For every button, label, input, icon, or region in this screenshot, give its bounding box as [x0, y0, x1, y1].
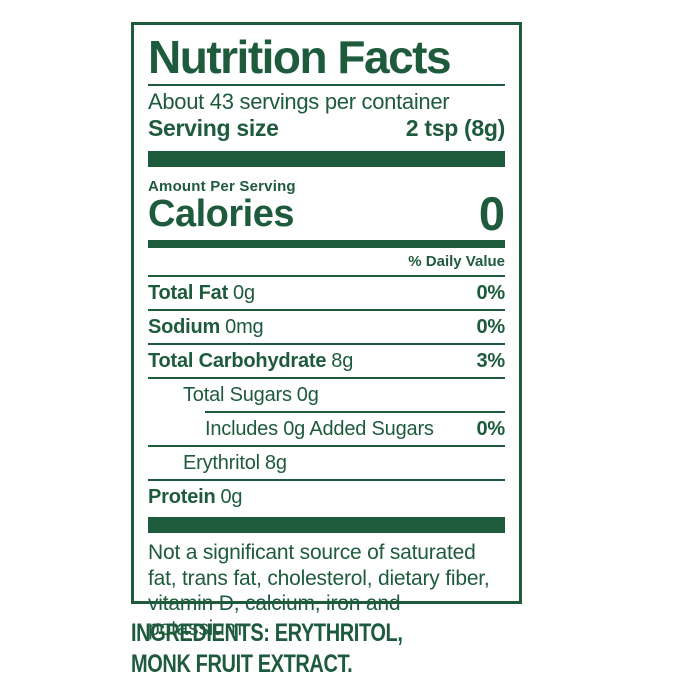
- nutrient-amount: 0g: [296, 384, 319, 407]
- nutrient-name: Total Fat: [148, 282, 229, 305]
- ingredients-statement: INGREDIENTS: ERYTHRITOL, MONK FRUIT EXTR…: [131, 618, 444, 679]
- calories-value: 0: [478, 186, 505, 240]
- nutrient-row-total-fat: Total Fat 0g 0%: [148, 275, 505, 309]
- nutrient-dv: 0%: [476, 316, 505, 339]
- nutrient-amount: 8g: [331, 350, 354, 373]
- serving-size-row: Serving size 2 tsp (8g): [148, 115, 505, 141]
- calories-row: Calories 0: [148, 186, 505, 240]
- section-bar-calories: [148, 240, 505, 249]
- nutrition-facts-title: Nutrition Facts: [148, 31, 452, 83]
- nutrition-label: Nutrition Facts About 43 servings per co…: [131, 22, 522, 679]
- nutrient-name: Total Sugars: [183, 384, 292, 407]
- nutrient-row-added-sugars: Includes 0g Added Sugars 0%: [205, 411, 505, 445]
- ingredients-line-1: INGREDIENTS: ERYTHRITOL,: [131, 619, 403, 647]
- servings-per-container: About 43 servings per container: [148, 89, 450, 115]
- section-bar-bottom: [148, 517, 505, 534]
- amount-per-serving-label: Amount Per Serving: [148, 177, 296, 195]
- daily-value-header: % Daily Value: [408, 253, 505, 271]
- nutrient-dv: 0%: [476, 282, 505, 305]
- nutrient-amount: 0mg: [225, 316, 264, 339]
- ingredients-line-2: MONK FRUIT EXTRACT.: [131, 649, 353, 678]
- serving-size-value: 2 tsp (8g): [405, 115, 506, 142]
- nutrient-row-erythritol: Erythritol 8g: [148, 445, 505, 479]
- nutrient-name: Erythritol: [183, 452, 260, 475]
- nutrient-dv: 0%: [476, 418, 505, 441]
- nutrient-name: Includes 0g Added Sugars: [205, 418, 434, 441]
- nutrient-dv: 3%: [476, 350, 505, 373]
- nutrition-facts-box: Nutrition Facts About 43 servings per co…: [131, 22, 522, 640]
- nutrient-name: Sodium: [148, 316, 221, 339]
- nutrient-row-sodium: Sodium 0mg 0%: [148, 309, 505, 343]
- nutrient-amount: 0g: [220, 486, 243, 509]
- nutrient-amount: 0g: [233, 282, 255, 305]
- title-divider: [148, 84, 505, 87]
- section-bar-top: [148, 150, 505, 167]
- nutrient-name: Protein: [148, 486, 216, 509]
- serving-size-label: Serving size: [148, 115, 279, 142]
- nutrient-amount: 8g: [264, 452, 287, 475]
- nutrient-row-total-carbohydrate: Total Carbohydrate 8g 3%: [148, 343, 505, 377]
- nutrient-row-total-sugars: Total Sugars 0g: [148, 377, 505, 411]
- footnote-text: Not a significant source of saturated fa…: [148, 541, 490, 640]
- nutrient-row-protein: Protein 0g: [148, 479, 505, 513]
- calories-label: Calories: [148, 193, 294, 236]
- nutrient-name: Total Carbohydrate: [148, 350, 327, 373]
